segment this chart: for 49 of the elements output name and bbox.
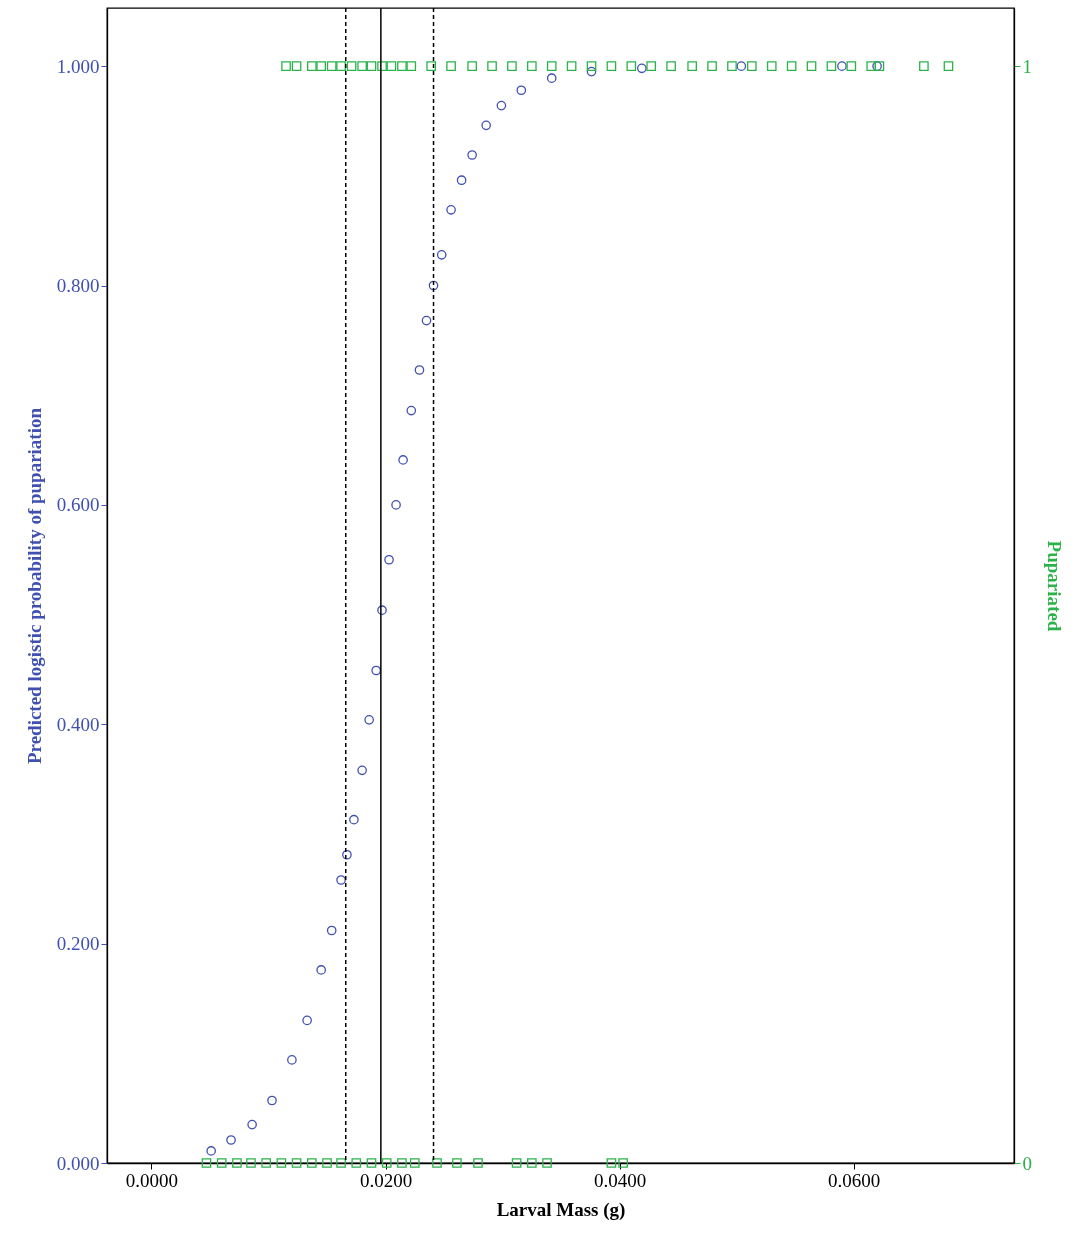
x-axis-title: Larval Mass (g) (496, 1198, 626, 1221)
point (316, 965, 326, 975)
point (428, 280, 439, 291)
point (364, 715, 374, 725)
y-tick-label: 0.800 (56, 275, 100, 297)
point (456, 175, 467, 186)
y-tick-label: 0.400 (56, 713, 100, 735)
point (267, 1095, 277, 1106)
point (546, 73, 557, 84)
point (349, 814, 359, 825)
point (586, 66, 597, 77)
point (371, 665, 382, 676)
point (421, 315, 432, 326)
y-tick-label: 0.000 (56, 1152, 100, 1174)
point (302, 1015, 312, 1026)
point (226, 1135, 236, 1145)
point (516, 85, 527, 96)
point (287, 1055, 297, 1065)
y-axis-title: Predicted logistic probability of pupariation (23, 407, 45, 765)
point (837, 61, 847, 71)
point (398, 455, 408, 465)
point (336, 875, 346, 885)
x-tick-label: 0.0000 (125, 1169, 179, 1191)
point (496, 100, 507, 111)
point (406, 405, 417, 416)
point (446, 205, 456, 215)
point (414, 365, 425, 375)
x-tick-label: 0.0600 (828, 1169, 881, 1191)
y2-tick-label: 0 (1022, 1152, 1032, 1174)
point (206, 1146, 216, 1156)
y-tick-label: 0.600 (56, 494, 100, 516)
point (481, 120, 492, 131)
point (384, 554, 394, 565)
y2-axis-title: Pupariated (1044, 540, 1065, 632)
point (736, 61, 747, 71)
y2-tick-label: 1 (1022, 55, 1032, 77)
point (637, 63, 647, 74)
x-tick-label: 0.0400 (593, 1169, 647, 1191)
x-tick-label: 0.0200 (359, 1169, 413, 1191)
point (436, 249, 447, 260)
y-tick-label: 1.000 (56, 55, 100, 77)
point (467, 150, 477, 160)
y-tick-label: 0.200 (56, 933, 100, 955)
point (357, 765, 367, 776)
point (326, 925, 337, 936)
point (391, 500, 401, 510)
point (247, 1119, 257, 1130)
point (377, 605, 387, 615)
point (342, 849, 352, 860)
